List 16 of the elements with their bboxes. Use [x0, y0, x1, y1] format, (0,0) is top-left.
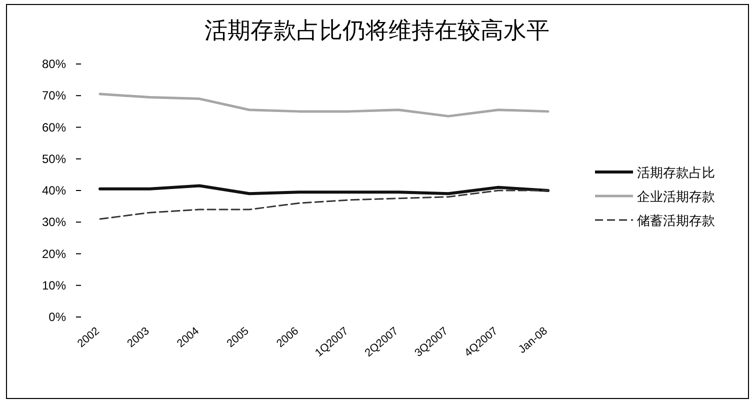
line-series — [98, 92, 550, 118]
y-tick-label: 40% — [42, 184, 66, 198]
y-tick-label: 30% — [42, 215, 66, 230]
y-tick-label: 0% — [48, 310, 66, 324]
legend-label: 活期存款占比 — [637, 166, 715, 181]
legend-label: 企业活期存款 — [637, 190, 715, 205]
y-tick-label: 20% — [42, 246, 66, 261]
y-tick-label: 70% — [42, 88, 66, 103]
y-tick-label: 10% — [42, 278, 66, 292]
line-series — [99, 190, 549, 220]
y-tick-label: 60% — [42, 120, 66, 134]
chart-title: 活期存款占比仍将维持在较高水平 — [204, 18, 550, 44]
line-series — [98, 184, 550, 196]
y-tick-label: 80% — [42, 57, 66, 71]
legend-label: 储蓄活期存款 — [637, 214, 715, 229]
y-tick-label: 50% — [42, 152, 66, 166]
